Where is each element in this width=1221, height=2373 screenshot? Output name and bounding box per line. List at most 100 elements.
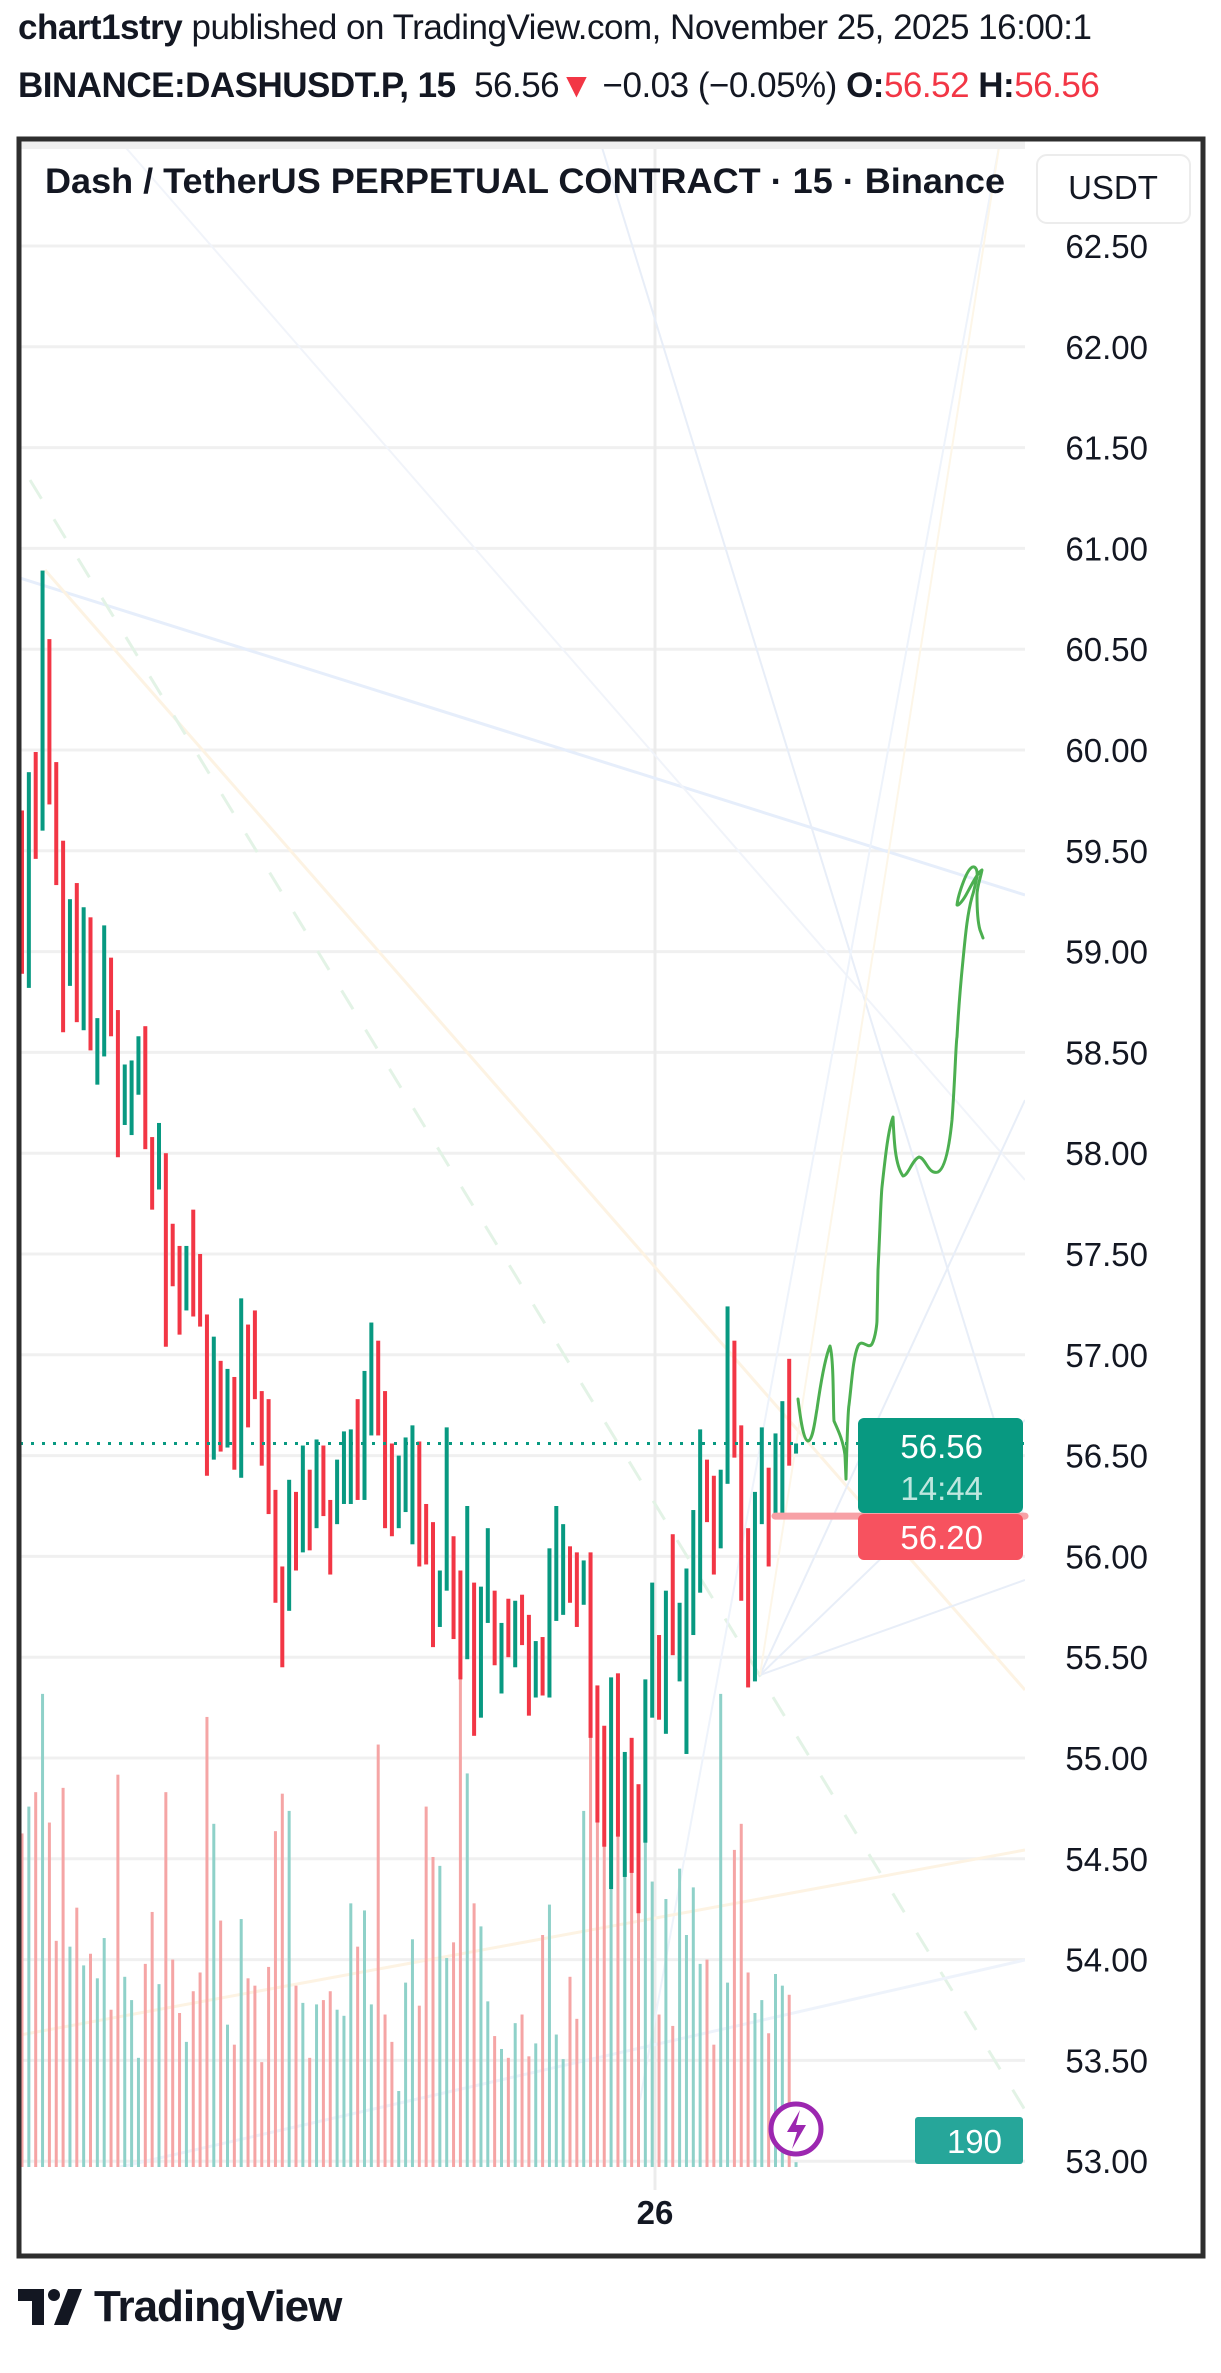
price-bar bbox=[198, 1254, 203, 1327]
volume-bar bbox=[164, 1792, 168, 2167]
price-bar bbox=[581, 1560, 586, 1605]
bar-countdown: 14:44 bbox=[900, 1470, 983, 1507]
volume-bar bbox=[465, 1773, 469, 2167]
trendline[interactable] bbox=[119, 1958, 1025, 2167]
volume-bar bbox=[205, 1716, 209, 2167]
symbol-label: BINANCE:DASHUSDT.P, 15 bbox=[18, 66, 456, 105]
volume-bar bbox=[184, 2041, 188, 2167]
volume-bar bbox=[315, 2004, 319, 2167]
price-axis[interactable]: 62.50 62.00 61.50 61.00 60.50 60.00 59.50 59.00… bbox=[1065, 228, 1148, 2180]
volume-bar bbox=[335, 2009, 339, 2167]
volume-bar bbox=[678, 1868, 682, 2167]
volume-bar bbox=[705, 1959, 709, 2167]
price-bar bbox=[506, 1598, 511, 1658]
price-bar bbox=[177, 1245, 182, 1335]
volume-bar bbox=[486, 2001, 490, 2167]
volume-bar bbox=[219, 1920, 223, 2167]
volume-bar bbox=[431, 1856, 435, 2167]
currency-button[interactable]: USDT bbox=[1036, 154, 1191, 224]
chart-title: Dash / TetherUS PERPETUAL CONTRACT · 15 … bbox=[45, 162, 1005, 201]
high-label: H: bbox=[978, 66, 1015, 105]
price-bar bbox=[376, 1340, 381, 1436]
price-bar bbox=[328, 1499, 333, 1575]
lightning-icon[interactable] bbox=[768, 2101, 824, 2157]
volume-bar bbox=[246, 1978, 250, 2167]
trendline[interactable] bbox=[119, 141, 1025, 1181]
fan-line[interactable] bbox=[759, 1099, 1025, 1676]
price-bar bbox=[81, 907, 86, 1031]
price-bar bbox=[458, 1570, 463, 1680]
publish-text: published on TradingView.com, November 2… bbox=[182, 8, 1092, 47]
price-bar bbox=[136, 1036, 141, 1095]
volume-bar bbox=[520, 2014, 524, 2167]
volume-bar bbox=[130, 2000, 134, 2167]
volume-bar bbox=[472, 1903, 476, 2167]
price-bar bbox=[294, 1491, 298, 1571]
volume-bar bbox=[328, 1991, 332, 2167]
volume-bar bbox=[198, 1972, 202, 2167]
price-tick-label: 62.50 bbox=[1065, 228, 1148, 265]
price-bar bbox=[403, 1437, 408, 1513]
volume-bar bbox=[280, 1793, 284, 2167]
price-bar bbox=[74, 883, 79, 1023]
trendline-drawings[interactable] bbox=[20, 141, 1025, 2167]
volume-bar bbox=[102, 1938, 106, 2167]
price-bar bbox=[122, 1064, 127, 1125]
price-bar bbox=[574, 1552, 579, 1627]
price-bar bbox=[54, 762, 59, 886]
volume-bar bbox=[376, 1744, 380, 2167]
volume-bar bbox=[89, 1953, 92, 2167]
price-bar bbox=[588, 1552, 593, 1738]
price-bar bbox=[622, 1751, 627, 1877]
price-bar bbox=[718, 1469, 723, 1549]
volume-bar bbox=[109, 2009, 113, 2167]
down-arrow-icon: ▼ bbox=[559, 66, 594, 105]
price-bar bbox=[239, 1298, 244, 1478]
volume-bar bbox=[589, 1666, 593, 2167]
volume-bar bbox=[75, 1907, 79, 2167]
price-bar bbox=[602, 1725, 607, 1847]
trendline[interactable] bbox=[20, 1848, 1025, 2037]
fan-line[interactable] bbox=[639, 141, 1001, 2101]
price-bar bbox=[163, 1153, 168, 1347]
price-bar bbox=[554, 1506, 559, 1621]
volume-bar bbox=[68, 1946, 72, 2167]
price-bar bbox=[232, 1376, 237, 1470]
author-name[interactable]: chart1stry bbox=[18, 8, 183, 47]
price-tick-label: 61.50 bbox=[1065, 430, 1148, 467]
tradingview-logo[interactable]: TradingView bbox=[18, 2282, 342, 2332]
price-bar bbox=[437, 1570, 442, 1627]
price-bar bbox=[444, 1427, 449, 1591]
alert-price-badge[interactable]: 56.20 bbox=[858, 1514, 1023, 1560]
volume-bar bbox=[500, 2048, 503, 2167]
trendline[interactable] bbox=[599, 141, 1025, 1521]
price-bar bbox=[259, 1391, 264, 1466]
price-tick-label: 55.00 bbox=[1065, 1740, 1148, 1777]
price-tick-label: 53.00 bbox=[1065, 2143, 1148, 2180]
price-bar bbox=[773, 1433, 778, 1517]
price-bar bbox=[266, 1399, 271, 1515]
volume-bar bbox=[27, 1806, 31, 2167]
trendline[interactable] bbox=[20, 576, 1025, 897]
volume-bar bbox=[383, 2014, 387, 2167]
volume-bar bbox=[712, 2044, 716, 2167]
price-bar bbox=[280, 1566, 285, 1668]
volume-bar bbox=[534, 2043, 538, 2167]
volume-bar bbox=[554, 2034, 558, 2167]
volume-bar bbox=[273, 1831, 277, 2167]
tradingview-logo-text: TradingView bbox=[94, 2282, 342, 2331]
projection-drawing[interactable] bbox=[796, 865, 985, 1481]
volume-bar bbox=[643, 1815, 647, 2167]
volume-bar bbox=[753, 2013, 757, 2167]
fan-line[interactable] bbox=[759, 1579, 1025, 1676]
volume-badge: 190 bbox=[915, 2117, 1023, 2164]
price-tick-label: 56.00 bbox=[1065, 1538, 1148, 1575]
volume-bar bbox=[774, 1974, 777, 2167]
last-price: 56.56 bbox=[474, 66, 560, 105]
price-bar bbox=[540, 1637, 545, 1696]
price-bar bbox=[246, 1324, 251, 1428]
price-bar bbox=[698, 1429, 703, 1593]
price-bar bbox=[526, 1614, 531, 1716]
volume-bar bbox=[232, 2044, 236, 2167]
